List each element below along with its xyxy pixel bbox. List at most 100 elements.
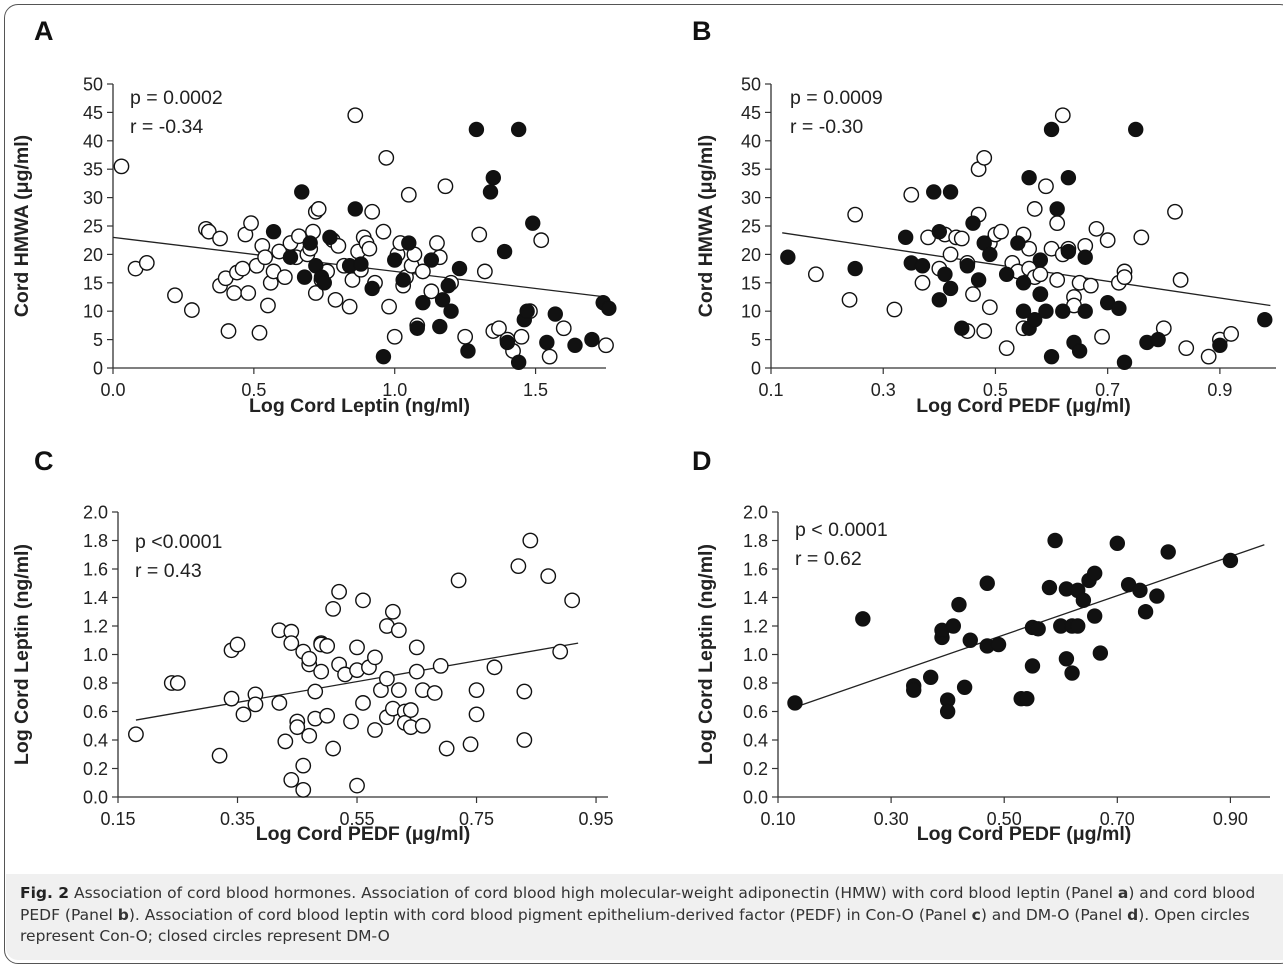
open-point-a bbox=[251, 324, 268, 341]
open-point-c bbox=[384, 603, 401, 620]
open-point-b bbox=[965, 286, 981, 303]
x-tick-label-b: 0.9 bbox=[1207, 380, 1232, 400]
caption-text-3: ). Association of cord blood leptin with… bbox=[128, 905, 972, 924]
filled-point-b bbox=[1021, 170, 1037, 186]
x-tick-label-d: 0.50 bbox=[987, 809, 1022, 829]
open-point-a bbox=[257, 249, 274, 266]
open-point-a bbox=[555, 320, 572, 337]
y-tick-label-c: 0.0 bbox=[83, 788, 108, 808]
filled-point-b bbox=[1015, 303, 1032, 319]
filled-point-a bbox=[510, 121, 527, 138]
open-point-a bbox=[400, 186, 417, 203]
open-point-a bbox=[381, 298, 397, 315]
filled-point-d bbox=[1058, 651, 1075, 667]
filled-point-d bbox=[1075, 592, 1092, 609]
caption-panel-c: c bbox=[971, 905, 981, 924]
y-tick-label-a: 25 bbox=[83, 217, 103, 237]
filled-point-b bbox=[1116, 354, 1133, 371]
filled-point-a bbox=[468, 121, 485, 138]
open-point-c bbox=[402, 702, 419, 718]
y-tick-label-b: 40 bbox=[741, 131, 761, 151]
open-point-c bbox=[355, 695, 371, 711]
filled-point-a bbox=[409, 320, 425, 336]
filled-point-d bbox=[1041, 579, 1058, 596]
filled-point-d bbox=[1064, 665, 1080, 681]
filled-point-d bbox=[1019, 690, 1035, 707]
filled-point-a bbox=[296, 269, 313, 285]
y-tick-label-a: 40 bbox=[83, 131, 103, 151]
filled-point-b bbox=[942, 280, 959, 297]
filled-point-a bbox=[443, 303, 459, 319]
x-axis-title-c: Log Cord PEDF (μg/ml) bbox=[256, 823, 471, 845]
filled-point-a bbox=[485, 170, 502, 186]
filled-point-a bbox=[519, 303, 535, 319]
filled-point-a bbox=[482, 184, 499, 200]
x-axis-title-d: Log Cord PEDF (μg/ml) bbox=[917, 823, 1132, 845]
open-point-a bbox=[220, 323, 237, 339]
y-tick-label-c: 0.4 bbox=[83, 731, 108, 751]
annotation-r-b: r = -0.30 bbox=[790, 116, 863, 138]
open-point-a bbox=[183, 302, 200, 318]
filled-point-b bbox=[926, 184, 942, 200]
filled-point-b bbox=[1150, 331, 1166, 348]
caption-panel-d: d bbox=[1127, 905, 1139, 924]
open-point-b bbox=[841, 291, 858, 308]
filled-point-a bbox=[584, 331, 600, 348]
filled-point-b bbox=[1010, 235, 1026, 251]
annotation-r-d: r = 0.62 bbox=[795, 548, 862, 570]
open-point-b bbox=[1094, 328, 1110, 345]
y-tick-label-c: 1.2 bbox=[83, 617, 108, 637]
open-point-a bbox=[113, 158, 130, 175]
open-point-c bbox=[426, 685, 443, 701]
open-point-b bbox=[1032, 266, 1049, 283]
x-tick-label-a: 0.5 bbox=[241, 380, 266, 400]
open-point-a bbox=[200, 223, 217, 240]
filled-point-b bbox=[780, 249, 796, 265]
filled-point-a bbox=[347, 201, 363, 217]
filled-point-a bbox=[460, 343, 476, 359]
filled-point-b bbox=[1032, 286, 1049, 302]
open-point-a bbox=[476, 263, 493, 280]
filled-point-d bbox=[990, 636, 1007, 653]
open-point-c bbox=[438, 740, 455, 757]
filled-point-a bbox=[375, 348, 392, 365]
filled-point-b bbox=[1043, 348, 1060, 365]
x-axis-title-b: Log Cord PEDF (μg/ml) bbox=[916, 395, 1131, 417]
open-point-c bbox=[223, 690, 240, 707]
x-tick-label-b: 0.7 bbox=[1095, 380, 1120, 400]
open-point-c bbox=[325, 601, 342, 617]
open-point-a bbox=[291, 228, 307, 245]
filled-point-b bbox=[1128, 121, 1144, 138]
open-point-b bbox=[903, 186, 920, 203]
open-point-c bbox=[390, 622, 407, 639]
trendline-c bbox=[135, 642, 579, 721]
open-point-a bbox=[234, 260, 251, 277]
y-tick-label-a: 50 bbox=[83, 75, 103, 95]
filled-point-b bbox=[959, 258, 976, 274]
open-point-c bbox=[319, 638, 336, 654]
x-tick-label-c: 0.35 bbox=[220, 809, 255, 829]
open-point-b bbox=[1223, 326, 1240, 342]
filled-point-b bbox=[1071, 343, 1088, 359]
filled-point-d bbox=[1047, 532, 1063, 549]
x-tick-label-c: 0.55 bbox=[340, 809, 375, 829]
x-tick-label-d: 0.70 bbox=[1100, 809, 1135, 829]
x-tick-label-b: 0.1 bbox=[758, 380, 783, 400]
open-point-c bbox=[432, 658, 449, 674]
open-point-a bbox=[260, 297, 276, 314]
open-point-a bbox=[212, 230, 228, 247]
open-point-b bbox=[914, 274, 931, 291]
filled-point-a bbox=[567, 337, 583, 353]
caption-text-5: ). Open circles represent Con-O; closed … bbox=[20, 905, 1250, 946]
y-tick-label-d: 1.4 bbox=[743, 588, 768, 608]
filled-point-a bbox=[434, 292, 451, 308]
filled-point-d bbox=[1086, 565, 1103, 581]
open-point-b bbox=[993, 223, 1009, 240]
open-point-b bbox=[1038, 178, 1054, 195]
open-point-a bbox=[437, 178, 454, 195]
y-tick-label-c: 0.6 bbox=[83, 702, 108, 722]
y-tick-label-c: 1.6 bbox=[83, 560, 108, 580]
open-point-c bbox=[522, 532, 539, 549]
annotation-p-a: p = 0.0002 bbox=[130, 87, 223, 109]
open-point-c bbox=[313, 663, 330, 680]
